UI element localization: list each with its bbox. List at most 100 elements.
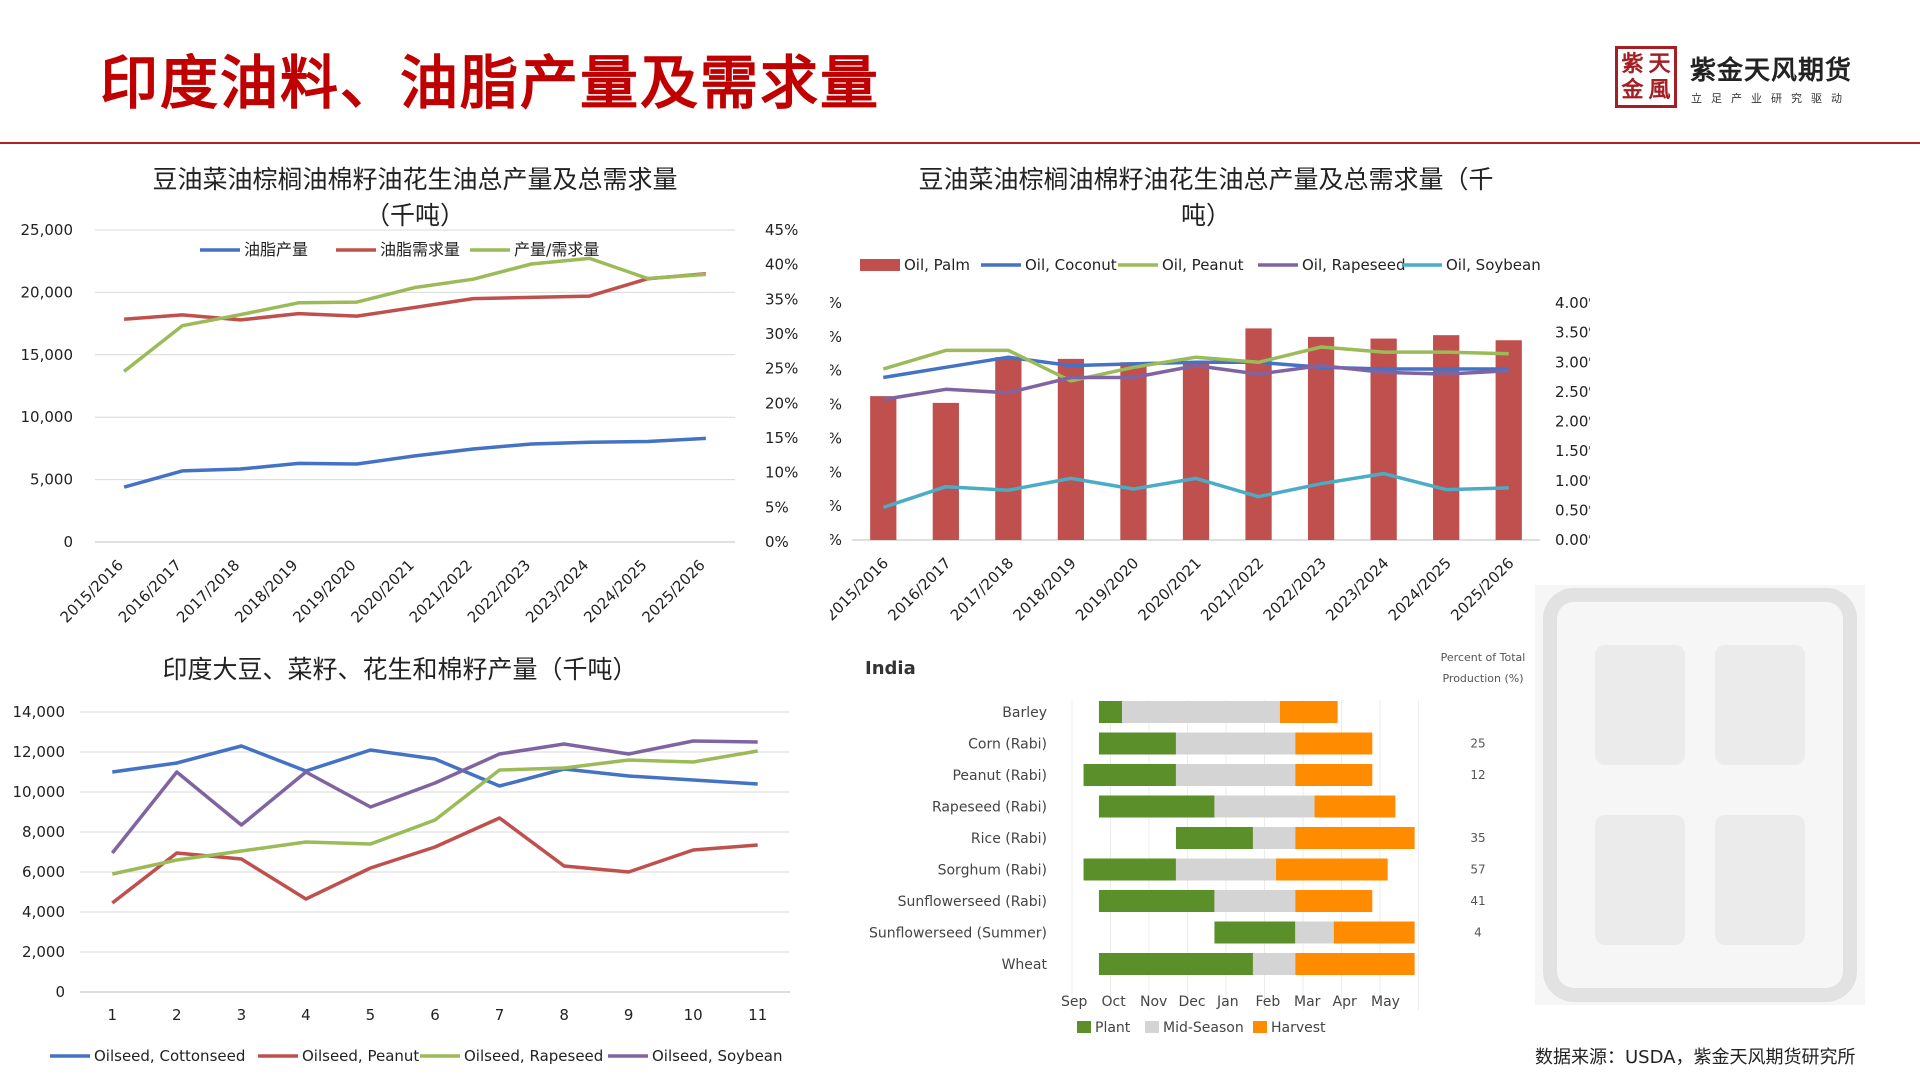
x-tick-label: 2020/2021 xyxy=(1135,554,1205,624)
crop-label: Rice (Rabi) xyxy=(971,831,1047,847)
y-tick-label: 10,000 xyxy=(21,408,74,426)
mid-season-bar xyxy=(1214,795,1315,818)
y-tick-label: 4,000 xyxy=(22,903,65,921)
legend-swatch xyxy=(1077,1021,1091,1033)
mid-season-bar xyxy=(1295,921,1334,944)
x-tick-label: 10 xyxy=(684,1006,703,1024)
x-tick-label: 2023/2024 xyxy=(1322,554,1392,624)
seal-char: 風 xyxy=(1648,77,1671,103)
y-tick-label: 25,000 xyxy=(21,221,74,239)
bar xyxy=(1433,335,1460,540)
crop-pct: 25 xyxy=(1470,737,1485,751)
series-line xyxy=(882,471,1509,510)
bar xyxy=(1120,362,1147,540)
header-divider xyxy=(0,142,1920,144)
watermark-seal-icon xyxy=(1535,585,1865,1005)
x-tick-label: 2019/2020 xyxy=(1072,554,1142,624)
legend-label: Oilseed, Peanut xyxy=(302,1047,419,1065)
y-tick-label: 100% xyxy=(830,362,842,380)
bar xyxy=(1057,358,1085,540)
x-tick-label: 2021/2022 xyxy=(1197,554,1267,624)
bar xyxy=(1495,340,1522,540)
month-label: Jan xyxy=(1216,994,1239,1010)
chart-title: （千吨） xyxy=(365,201,465,230)
plant-bar xyxy=(1214,921,1296,944)
y-tick-label: 10,000 xyxy=(13,783,66,801)
chart-title: 豆油菜油棕榈油棉籽油花生油总产量及总需求量 xyxy=(152,165,677,194)
mid-season-bar xyxy=(1175,764,1296,786)
x-tick-label: 8 xyxy=(559,1006,569,1024)
y2-tick-label: 2.50% xyxy=(1555,383,1590,401)
legend-label: 产量/需求量 xyxy=(514,240,599,259)
x-tick-label: 2 xyxy=(172,1006,182,1024)
series-line xyxy=(112,744,758,788)
bar xyxy=(995,357,1022,540)
y2-tick-label: 1.00% xyxy=(1555,472,1590,490)
chart-title: 吨） xyxy=(1181,201,1231,230)
y-tick-label: 80% xyxy=(830,396,842,414)
mid-season-bar xyxy=(1175,858,1277,881)
x-tick-label: 1 xyxy=(107,1006,117,1024)
logo-seal-icon: 紫天金風 xyxy=(1615,46,1677,108)
crop-pct: 12 xyxy=(1470,768,1485,782)
legend-label: Oilseed, Soybean xyxy=(652,1047,783,1065)
legend-label: Oil, Soybean xyxy=(1446,256,1541,274)
y2-tick-label: 15% xyxy=(765,429,798,447)
series-line xyxy=(110,739,758,855)
series-line xyxy=(111,816,758,905)
bar xyxy=(1182,363,1210,540)
y2-tick-label: 5% xyxy=(765,498,789,516)
x-tick-label: 7 xyxy=(495,1006,505,1024)
harvest-bar xyxy=(1295,827,1415,849)
series-line xyxy=(123,256,707,373)
plant-bar xyxy=(1098,953,1253,975)
chart-title: 印度大豆、菜籽、花生和棉籽产量（千吨） xyxy=(162,655,637,684)
crop-label: Sunflowerseed (Summer) xyxy=(869,926,1047,942)
pct-header: Production (%) xyxy=(1442,672,1523,685)
y2-tick-label: 0% xyxy=(765,533,789,551)
x-tick-label: 2024/2025 xyxy=(1385,554,1455,624)
y-tick-label: 14,000 xyxy=(13,703,66,721)
plant-bar xyxy=(1083,858,1176,881)
y-tick-label: 120% xyxy=(830,328,842,346)
mid-season-bar xyxy=(1214,890,1296,912)
harvest-bar xyxy=(1295,953,1415,975)
legend-swatch xyxy=(1145,1021,1159,1033)
series-line xyxy=(882,345,1509,383)
legend-swatch xyxy=(1253,1021,1267,1033)
legend-label: Oilseed, Rapeseed xyxy=(464,1047,603,1065)
crop-pct: 35 xyxy=(1470,831,1485,845)
y-tick-label: 0 xyxy=(63,533,73,551)
y-tick-label: 40% xyxy=(830,463,842,481)
y2-tick-label: 2.00% xyxy=(1555,413,1590,431)
y2-tick-label: 25% xyxy=(765,360,798,378)
company-slogan: 立足产业研究驱动 xyxy=(1691,92,1851,105)
month-label: Feb xyxy=(1256,994,1281,1010)
mid-season-bar xyxy=(1252,953,1296,975)
crop-label: Sunflowerseed (Rabi) xyxy=(898,894,1047,910)
seal-char: 金 xyxy=(1621,77,1644,103)
y2-tick-label: 35% xyxy=(765,290,798,308)
legend-label: Oil, Rapeseed xyxy=(1302,256,1406,274)
legend-label: Harvest xyxy=(1271,1020,1326,1036)
x-tick-label: 11 xyxy=(748,1006,767,1024)
chart-crop-calendar: India Percent of Total Production (%) Barle… xyxy=(855,640,1535,1040)
y-tick-label: 6,000 xyxy=(22,863,65,881)
x-tick-label: 2017/2018 xyxy=(947,554,1017,624)
legend-swatch xyxy=(860,259,900,271)
harvest-bar xyxy=(1295,732,1373,755)
month-label: Dec xyxy=(1179,994,1206,1010)
x-tick-label: 3 xyxy=(237,1006,247,1024)
x-tick-label: 2022/2023 xyxy=(1260,554,1330,624)
bar xyxy=(870,396,897,540)
y-tick-label: 20% xyxy=(830,497,842,515)
month-label: Apr xyxy=(1333,994,1357,1010)
y-tick-label: 20,000 xyxy=(21,283,74,301)
legend-label: Plant xyxy=(1095,1020,1131,1036)
y2-tick-label: 3.50% xyxy=(1555,324,1590,342)
crop-label: Corn (Rabi) xyxy=(968,737,1047,753)
x-tick-label: 2018/2019 xyxy=(1009,554,1079,624)
x-tick-label: 6 xyxy=(430,1006,440,1024)
legend-label: Oil, Coconut xyxy=(1025,256,1117,274)
x-tick-label: 2016/2017 xyxy=(884,554,954,624)
